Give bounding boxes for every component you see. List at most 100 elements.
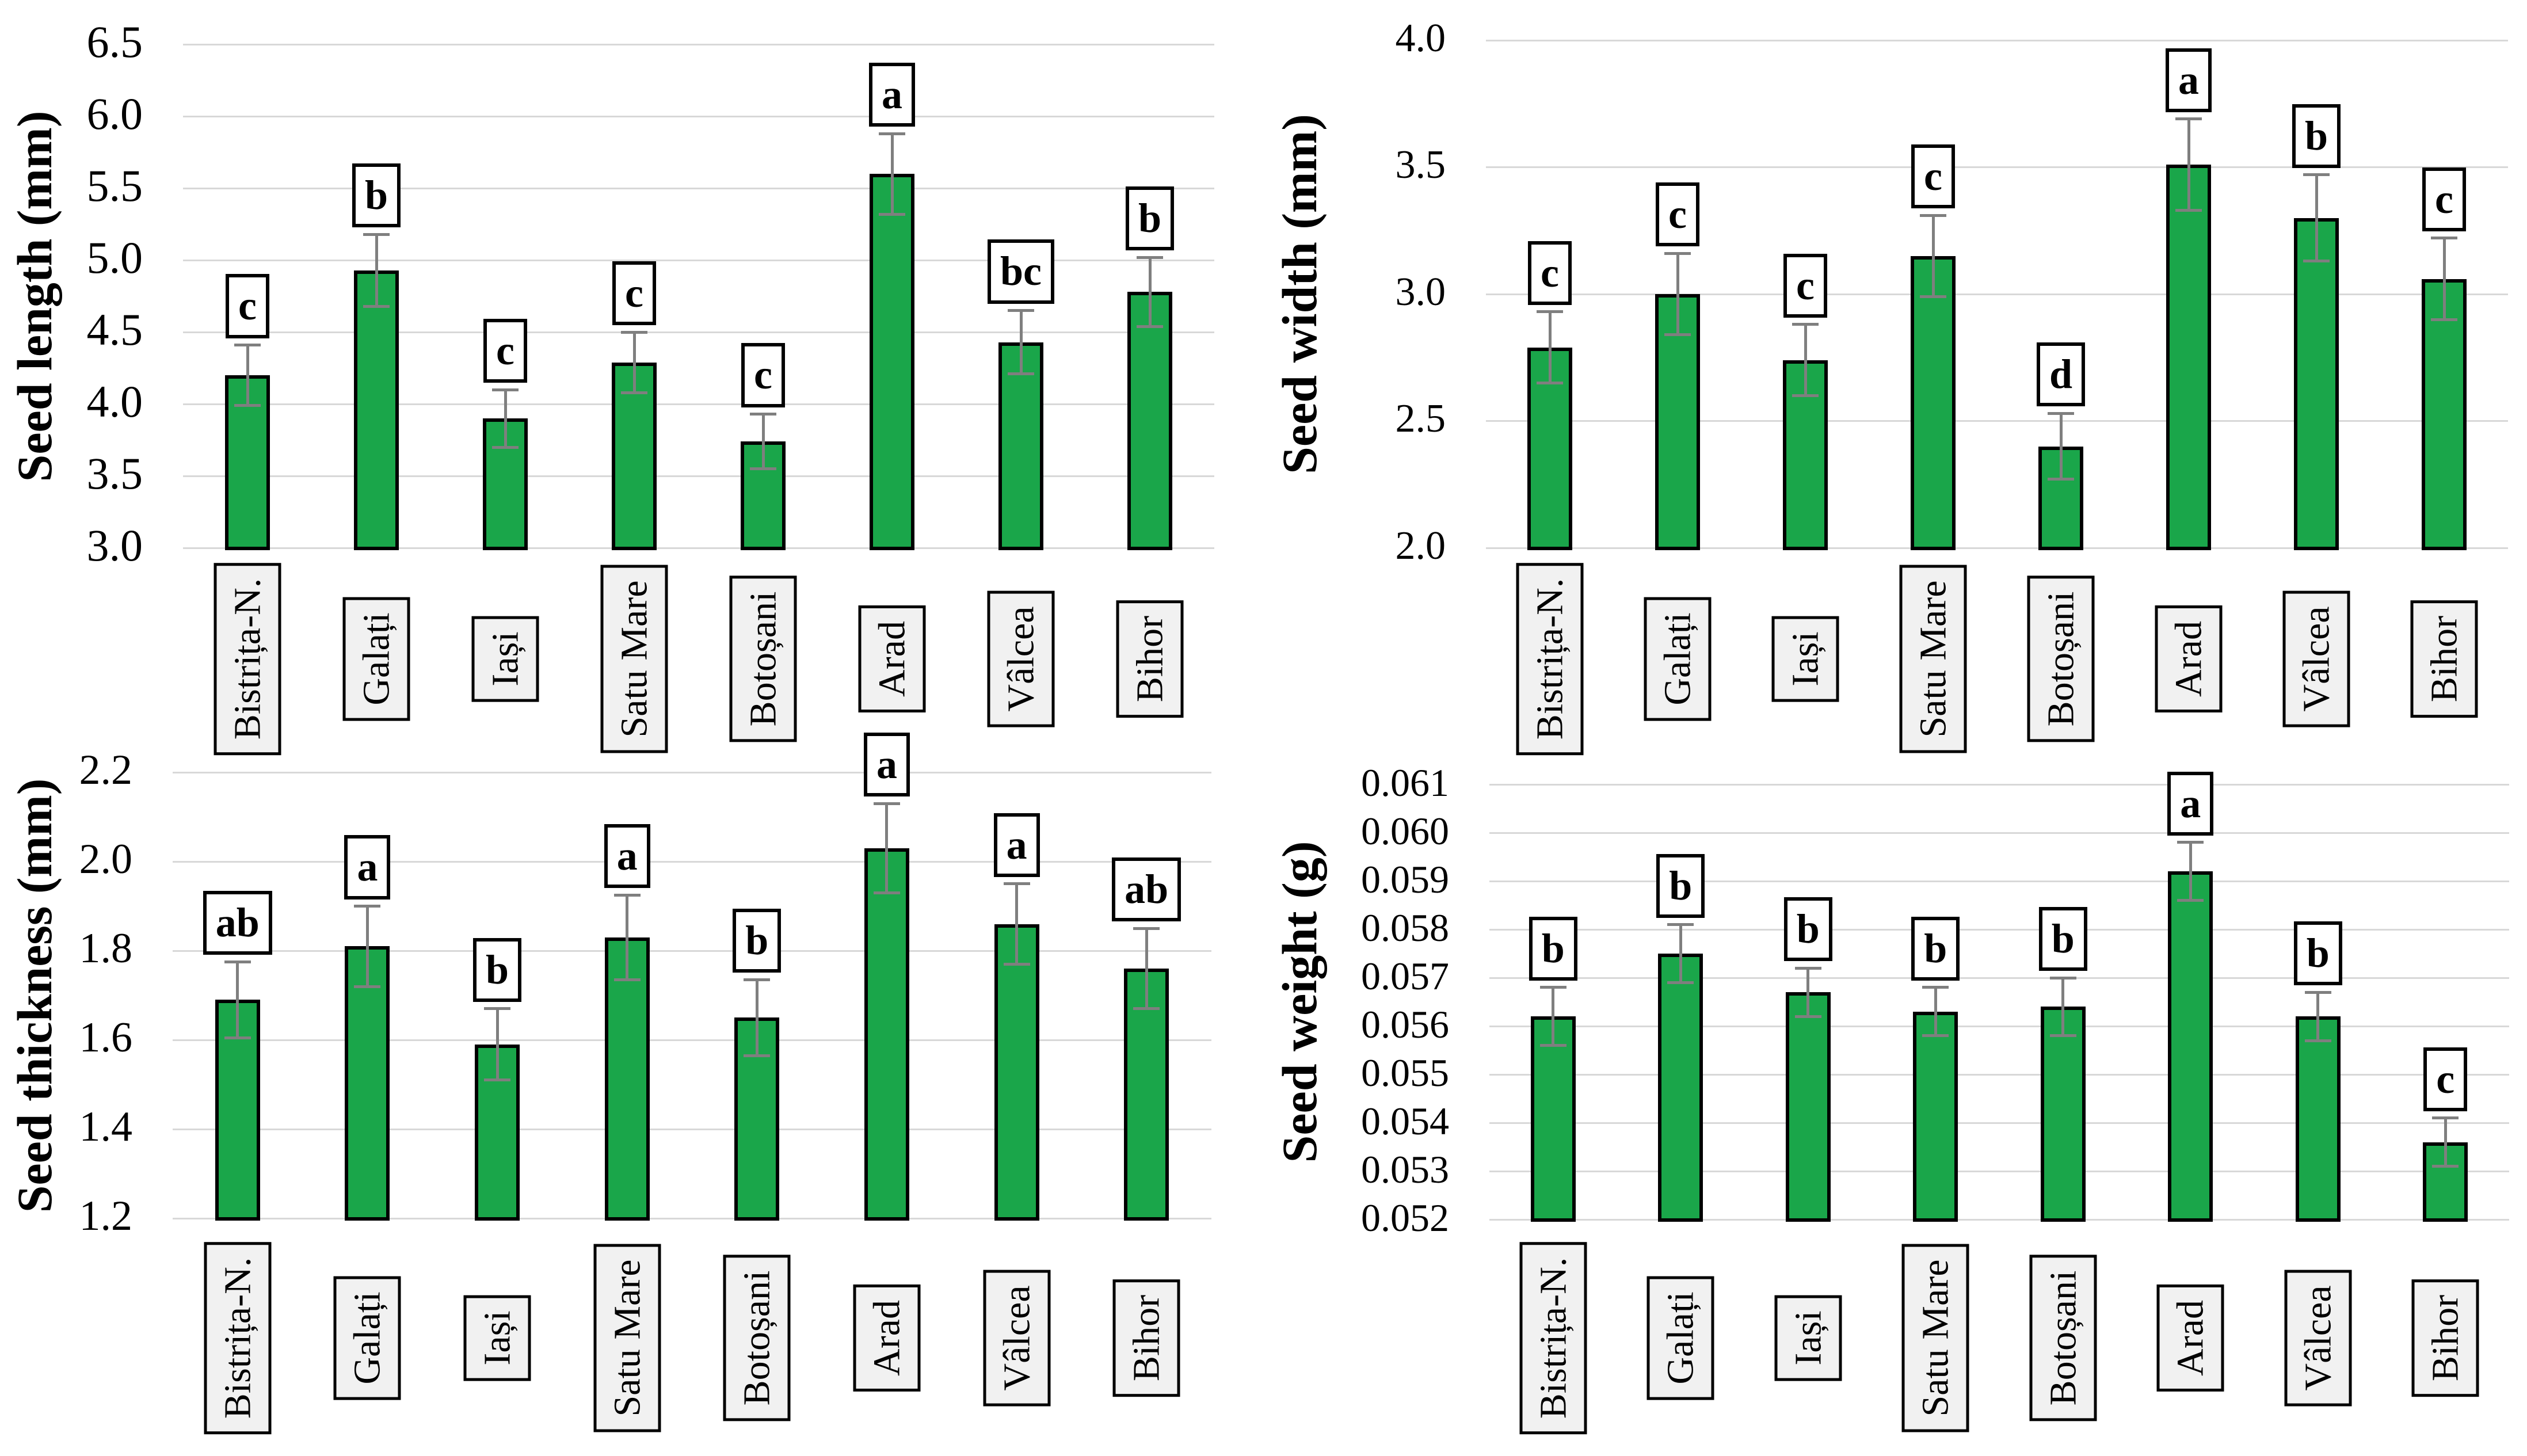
sig-letter-box: b [1783, 897, 1832, 962]
category-label-wrap: Arad [2156, 1285, 2224, 1392]
error-cap-top [2304, 990, 2331, 994]
gridline [173, 1217, 1211, 1219]
category-label-box: Galați [1646, 1276, 1714, 1400]
error-cap-bottom [873, 891, 900, 894]
sig-letter-box: ab [1112, 857, 1181, 922]
gridline [173, 860, 1211, 863]
y-axis-title: Seed width (mm) [1272, 114, 1327, 474]
sig-letter-wrap: a [344, 835, 391, 899]
error-cap-bottom [750, 467, 776, 470]
category-label-box: Bistrița-N. [1519, 1241, 1587, 1435]
sig-letter-box: a [344, 835, 391, 899]
error-cap-top [1537, 310, 1563, 314]
y-axis-title-wrap: Seed width (mm) [1271, 114, 1328, 474]
error-cap-top [234, 344, 261, 346]
bar [1783, 360, 1828, 550]
category-label-box: Bihor [2410, 600, 2478, 718]
sig-letter-wrap: b [1911, 916, 1960, 981]
sig-letter-wrap: b [2292, 104, 2341, 168]
error-cap-bottom [744, 1054, 771, 1057]
bar [741, 441, 786, 550]
error-bar [1145, 928, 1148, 1009]
category-label-wrap: Vâlcea [2282, 590, 2350, 727]
category-label-wrap: Galați [333, 1276, 401, 1400]
bar [994, 924, 1039, 1221]
sig-letter-box: d [2036, 342, 2086, 407]
bar [2422, 279, 2467, 550]
sig-letter-wrap: c [1911, 144, 1955, 209]
sig-letter-box: c [1911, 144, 1955, 209]
category-label-box: Bihor [1112, 1279, 1180, 1397]
error-cap-bottom [1920, 295, 1946, 298]
error-cap-bottom [2431, 318, 2457, 321]
error-bar [375, 234, 378, 306]
sig-letter-box: b [473, 937, 522, 1002]
error-bar [2315, 174, 2318, 261]
y-tick-label: 5.5 [86, 161, 143, 211]
error-bar [890, 134, 894, 214]
bar [2294, 218, 2339, 550]
category-label-box: Bistrița-N. [204, 1241, 272, 1435]
bar [612, 362, 657, 550]
category-label-box: Vâlcea [2284, 1270, 2352, 1407]
category-label-wrap: Galați [1644, 597, 1712, 721]
category-label-wrap: Vâlcea [987, 590, 1055, 727]
category-label-wrap: Botoșani [2027, 575, 2095, 742]
category-label-box: Vâlcea [983, 1270, 1051, 1407]
category-label-box: Arad [2156, 1285, 2224, 1392]
sig-letter-wrap: b [2038, 906, 2087, 971]
sig-letter-wrap: c [1528, 241, 1572, 305]
bar [1658, 954, 1703, 1222]
sig-letter-box: b [1911, 916, 1960, 981]
gridline [1489, 1025, 2509, 1027]
error-cap-bottom [484, 1078, 511, 1082]
gridline [183, 547, 1214, 549]
category-label-wrap: Iași [1771, 616, 1839, 702]
y-tick-label: 3.5 [86, 448, 143, 499]
gridline [183, 187, 1214, 189]
error-cap-bottom [2175, 208, 2202, 212]
category-label-wrap: Bistrița-N. [204, 1241, 272, 1435]
error-cap-bottom [1664, 333, 1691, 337]
error-bar [1015, 883, 1019, 965]
error-cap-bottom [2048, 478, 2074, 481]
gridline [1486, 293, 2508, 295]
y-tick-label: 1.4 [79, 1103, 133, 1151]
sig-letter-box: c [1528, 241, 1572, 305]
error-cap-bottom [1539, 1044, 1566, 1047]
gridline [1489, 783, 2509, 786]
error-cap-top [1137, 256, 1163, 259]
category-label-box: Bihor [1116, 600, 1184, 718]
y-tick-label: 0.054 [1361, 1099, 1449, 1143]
gridline [1486, 39, 2508, 41]
error-bar [761, 414, 765, 469]
sig-letter-wrap: ab [203, 891, 272, 955]
error-cap-top [2049, 976, 2076, 979]
sig-letter-wrap: c [2423, 1047, 2468, 1111]
bar [864, 848, 909, 1221]
category-label-box: Arad [2155, 605, 2223, 712]
category-label-wrap: Botoșani [2029, 1255, 2097, 1421]
category-label-wrap: Iași [471, 616, 539, 702]
sig-letter-box: a [863, 733, 910, 797]
error-cap-bottom [224, 1036, 251, 1039]
y-tick-label: 0.056 [1361, 1002, 1449, 1046]
y-tick-label: 0.057 [1361, 954, 1449, 998]
y-tick-label: 2.0 [1395, 523, 1446, 568]
category-label-wrap: Vâlcea [2284, 1270, 2352, 1407]
category-label-box: Vâlcea [2282, 590, 2350, 727]
sig-letter-box: c [226, 274, 269, 338]
error-bar [2187, 119, 2190, 211]
sig-letter-box: b [733, 909, 782, 973]
sig-letter-wrap: c [612, 261, 656, 325]
category-label-box: Satu Mare [1901, 1244, 1969, 1432]
error-cap-top [1667, 923, 1694, 927]
error-bar [496, 1008, 499, 1080]
gridline [1486, 547, 2508, 549]
bar [1913, 1011, 1958, 1222]
sig-letter-wrap: d [2036, 342, 2086, 407]
category-label-box: Botoșani [723, 1255, 791, 1421]
gridline [183, 259, 1214, 261]
